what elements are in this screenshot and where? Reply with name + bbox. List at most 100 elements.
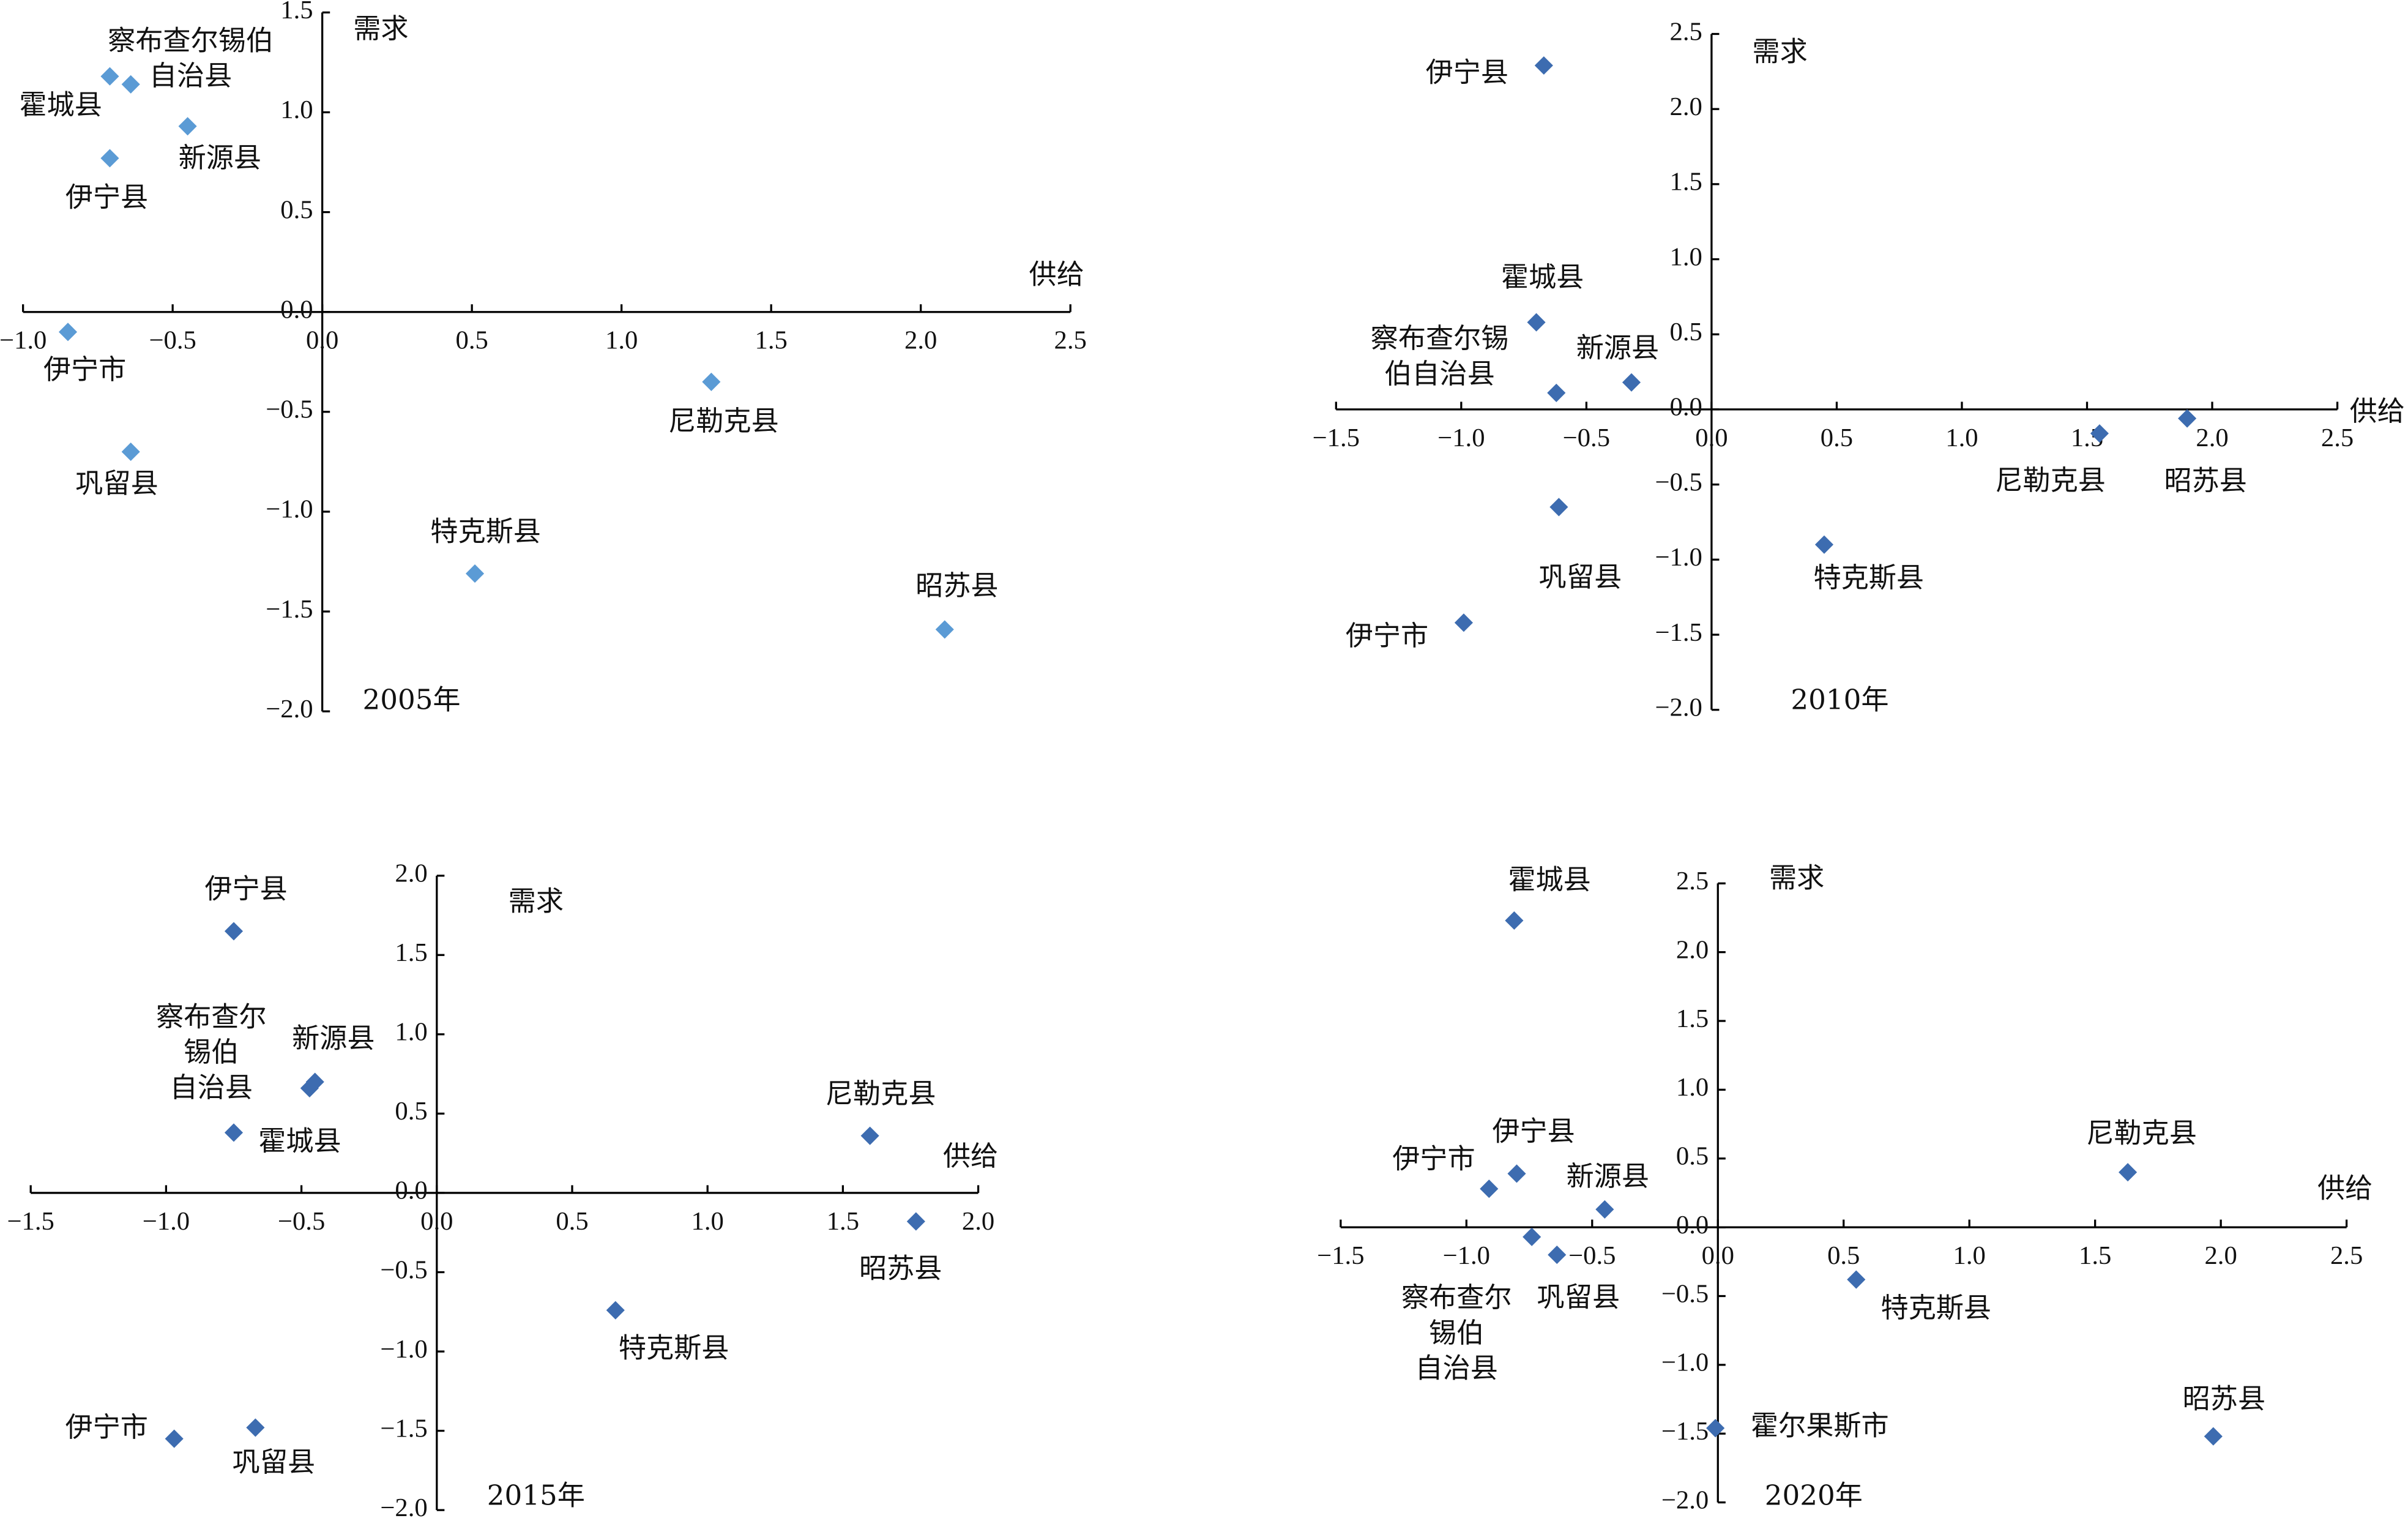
point-label: 尼勒克县 — [1995, 464, 2106, 496]
point-label: 察布查尔锡 — [1371, 322, 1509, 354]
y-tick-label: 1.0 — [395, 1018, 427, 1047]
x-tick-label: −0.5 — [1568, 1241, 1616, 1270]
y-tick-label: 0.0 — [1670, 393, 1702, 422]
point-label: 巩留县 — [233, 1446, 315, 1478]
x-tick-label: 1.0 — [605, 326, 638, 355]
point-label: 锡伯 — [184, 1036, 239, 1068]
x-tick-label: 1.5 — [827, 1207, 859, 1236]
x-axis-title: 供给 — [943, 1140, 998, 1172]
y-tick-label: −1.5 — [1661, 1417, 1709, 1446]
point-label: 巩留县 — [75, 467, 158, 499]
point-label: 特克斯县 — [1813, 561, 1924, 594]
point-label: 伊宁市 — [1346, 619, 1428, 652]
year-annotation: 2005年 — [363, 684, 461, 716]
point — [165, 1429, 184, 1448]
y-tick-label: 1.0 — [1670, 242, 1702, 271]
point — [1505, 911, 1524, 930]
point — [465, 564, 485, 583]
y-tick-label: 0.0 — [280, 296, 313, 324]
point — [58, 323, 78, 342]
y-tick-label: 2.5 — [1676, 867, 1709, 895]
point — [178, 117, 197, 136]
point — [100, 67, 119, 86]
x-tick-label: 0.0 — [1695, 424, 1728, 452]
point-label: 伊宁县 — [65, 181, 148, 214]
y-axis-title: 需求 — [353, 12, 408, 45]
x-tick-label: −1.0 — [143, 1207, 190, 1236]
y-tick-label: 2.0 — [1670, 92, 1702, 121]
x-tick-label: 1.5 — [2079, 1241, 2111, 1270]
point-label: 伊宁县 — [1426, 56, 1508, 89]
point — [100, 149, 119, 168]
point-label: 察布查尔锡伯 — [108, 24, 274, 57]
y-tick-label: 1.5 — [1670, 168, 1702, 196]
point — [1549, 498, 1568, 517]
point-label: 伯自治县 — [1384, 357, 1495, 390]
point-label: 霍尔果斯市 — [1751, 1410, 1889, 1442]
point-label: 自治县 — [170, 1071, 253, 1104]
point-label: 新源县 — [1576, 332, 1659, 364]
y-tick-label: 2.0 — [1676, 935, 1709, 964]
y-tick-label: −1.0 — [1661, 1348, 1709, 1377]
point-label: 特克斯县 — [430, 515, 541, 547]
y-tick-label: 1.5 — [280, 0, 313, 24]
point — [1454, 613, 1474, 632]
x-tick-label: −1.0 — [1443, 1241, 1490, 1270]
point-label: 新源县 — [179, 141, 261, 174]
point — [246, 1418, 265, 1437]
x-tick-label: −0.5 — [278, 1207, 325, 1236]
x-tick-label: −1.5 — [7, 1207, 54, 1236]
point-label: 昭苏县 — [915, 569, 998, 602]
x-tick-label: 0.0 — [306, 326, 338, 355]
point-label: 霍城县 — [19, 88, 102, 121]
point — [1622, 373, 1641, 392]
year-annotation: 2020年 — [1765, 1479, 1863, 1512]
x-tick-label: −1.0 — [0, 326, 47, 355]
point — [1523, 1227, 1541, 1246]
y-tick-label: −0.5 — [1661, 1279, 1709, 1308]
point-label: 伊宁市 — [1392, 1143, 1475, 1175]
point-label: 巩留县 — [1537, 1280, 1620, 1313]
x-tick-label: 2.0 — [962, 1207, 994, 1236]
point — [1847, 1270, 1866, 1289]
x-tick-label: −1.5 — [1317, 1241, 1364, 1270]
point-label: 昭苏县 — [859, 1252, 942, 1284]
y-tick-label: 0.5 — [1676, 1142, 1709, 1171]
point-label: 霍城县 — [1501, 261, 1584, 293]
point — [1706, 1419, 1725, 1438]
point-label: 尼勒克县 — [2086, 1117, 2197, 1149]
point-label: 察布查尔 — [1401, 1281, 1512, 1314]
point-label: 察布查尔 — [156, 1000, 267, 1033]
y-tick-label: 0.5 — [1670, 318, 1702, 346]
x-tick-label: 0.5 — [1827, 1241, 1860, 1270]
point — [1527, 313, 1546, 332]
x-tick-label: 1.5 — [755, 326, 787, 355]
point — [224, 1123, 244, 1142]
x-tick-label: 2.5 — [2321, 424, 2354, 452]
x-tick-label: 0.0 — [1702, 1241, 1734, 1270]
point-label: 新源县 — [1567, 1160, 1649, 1192]
y-tick-label: 0.0 — [395, 1176, 427, 1205]
y-tick-label: −1.5 — [1655, 618, 1702, 647]
point-label: 霍城县 — [1508, 864, 1590, 896]
point — [1547, 383, 1566, 402]
y-tick-label: −1.0 — [266, 495, 313, 524]
x-tick-label: 0.5 — [556, 1207, 588, 1236]
y-tick-label: −2.0 — [380, 1493, 427, 1521]
point — [121, 443, 140, 462]
point-label: 新源县 — [292, 1022, 375, 1054]
x-tick-label: 2.0 — [904, 326, 937, 355]
point-label: 巩留县 — [1539, 561, 1622, 593]
point-label: 特克斯县 — [1881, 1291, 1991, 1324]
x-axis-title: 供给 — [2317, 1172, 2373, 1205]
year-annotation: 2010年 — [1791, 684, 1888, 716]
y-tick-label: −1.5 — [266, 595, 313, 624]
x-tick-label: 1.0 — [1945, 424, 1978, 452]
x-axis-title: 供给 — [1029, 258, 1084, 290]
point — [121, 75, 140, 94]
x-tick-label: 2.0 — [2204, 1241, 2237, 1270]
y-tick-label: 1.5 — [1676, 1004, 1709, 1033]
point-label: 伊宁县 — [1492, 1115, 1575, 1148]
x-axis-title: 供给 — [2350, 395, 2405, 427]
